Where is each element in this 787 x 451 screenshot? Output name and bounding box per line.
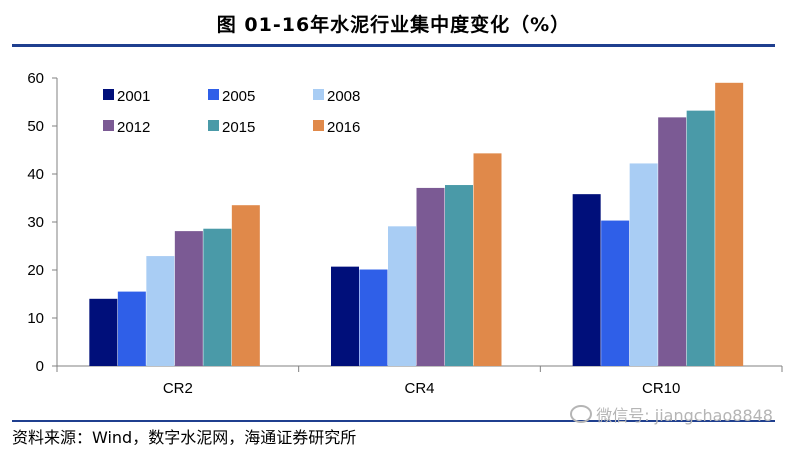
bar-cr4-2012 bbox=[416, 187, 445, 366]
y-tick-label: 40 bbox=[27, 166, 44, 183]
bar-cr10-2012 bbox=[658, 117, 687, 366]
legend-swatch-2015 bbox=[208, 120, 219, 131]
chart-title: 图 01-16年水泥行业集中度变化（%） bbox=[216, 14, 571, 36]
legend-swatch-2008 bbox=[313, 89, 324, 100]
x-tick-label: CR2 bbox=[163, 380, 193, 397]
source-note: 资料来源：Wind，数字水泥网，海通证券研究所 bbox=[12, 428, 357, 447]
y-tick-label: 0 bbox=[36, 358, 44, 375]
chart-legend: 2001 2005 2008 2012 2015 2016 bbox=[103, 88, 360, 136]
bar-cr2-2015 bbox=[203, 228, 232, 366]
legend-swatch-2001 bbox=[103, 89, 114, 100]
legend-swatch-2012 bbox=[103, 120, 114, 131]
x-tick-label: CR4 bbox=[404, 380, 434, 397]
bar-cr10-2015 bbox=[686, 110, 715, 366]
legend-swatch-2016 bbox=[313, 120, 324, 131]
y-tick-label: 50 bbox=[27, 118, 44, 135]
y-tick-label: 60 bbox=[27, 70, 44, 87]
chart-bars bbox=[89, 82, 744, 367]
bar-chart: 0 10 20 30 40 50 60 CR2 CR4 CR10 2001 2005 2008 2012… bbox=[27, 70, 783, 397]
source-divider bbox=[12, 420, 775, 422]
y-tick-label: 10 bbox=[27, 310, 44, 327]
bar-cr4-2015 bbox=[445, 185, 473, 366]
bar-cr10-2005 bbox=[601, 220, 630, 366]
legend-label-2001: 2001 bbox=[117, 88, 150, 105]
bar-cr2-2012 bbox=[174, 231, 203, 366]
legend-label-2016: 2016 bbox=[327, 119, 360, 136]
bar-cr2-2001 bbox=[89, 298, 118, 366]
wechat-icon bbox=[570, 405, 593, 423]
x-tick-label: CR10 bbox=[642, 380, 680, 397]
legend-label-2008: 2008 bbox=[327, 88, 360, 105]
bar-cr4-2001 bbox=[331, 266, 359, 366]
bar-cr2-2008 bbox=[146, 256, 175, 366]
watermark: 微信号: jiangchao8848 bbox=[570, 402, 773, 426]
bar-cr4-2005 bbox=[359, 269, 388, 366]
bar-cr10-2008 bbox=[629, 163, 658, 366]
y-tick-label: 30 bbox=[27, 214, 44, 231]
bar-cr10-2016 bbox=[715, 82, 744, 367]
legend-label-2012: 2012 bbox=[117, 119, 150, 136]
title-divider bbox=[12, 44, 775, 47]
bar-cr10-2001 bbox=[572, 194, 601, 366]
bar-cr2-2016 bbox=[231, 205, 260, 366]
y-tick-label: 20 bbox=[27, 262, 44, 279]
watermark-text: 微信号: jiangchao8848 bbox=[596, 406, 773, 425]
legend-swatch-2005 bbox=[208, 89, 219, 100]
bar-cr4-2016 bbox=[473, 153, 502, 366]
bar-cr4-2008 bbox=[388, 226, 416, 366]
legend-label-2015: 2015 bbox=[222, 119, 255, 136]
legend-label-2005: 2005 bbox=[222, 88, 255, 105]
bar-cr2-2005 bbox=[117, 291, 146, 366]
